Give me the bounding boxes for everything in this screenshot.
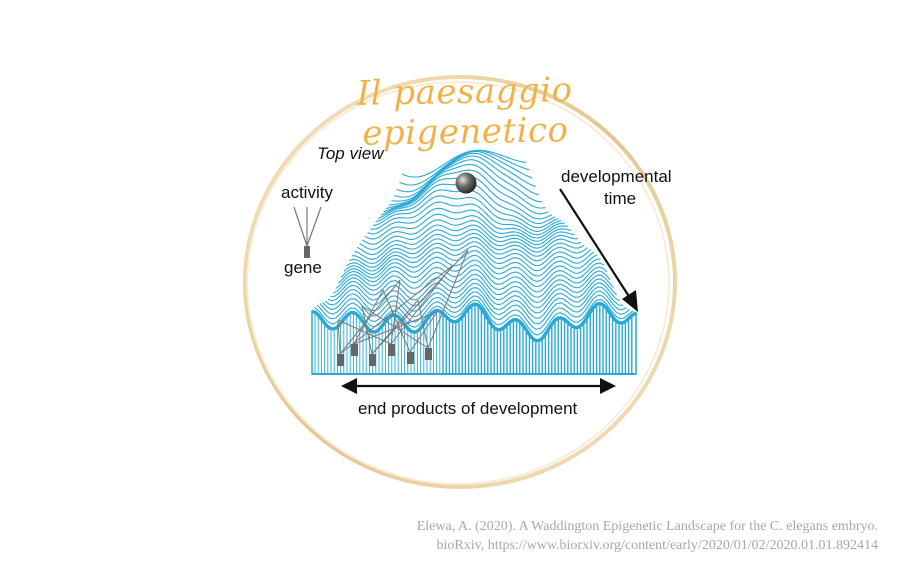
contour-line	[401, 149, 527, 178]
contour-line	[367, 207, 569, 239]
gene-string	[371, 249, 469, 355]
gene-peg	[337, 354, 344, 366]
contour-line	[396, 150, 533, 193]
contour-line	[324, 282, 621, 314]
gene-pegs	[337, 344, 432, 366]
citation-line-2: bioRxiv, https://www.biorxiv.org/content…	[436, 538, 879, 553]
contour-line	[359, 224, 578, 251]
contour-line	[335, 264, 608, 293]
decorative-ring	[243, 75, 677, 489]
contour-line	[346, 245, 595, 272]
contour-line	[362, 219, 575, 246]
contour-line	[356, 228, 582, 256]
contour-line	[314, 298, 634, 336]
end-products-label: end products of development	[358, 399, 578, 418]
contour-line	[332, 269, 611, 298]
contour-line	[322, 286, 624, 320]
gene-string	[390, 279, 401, 345]
gene-peg	[369, 354, 376, 366]
gene-string	[409, 311, 438, 353]
citation-line-1: Elewa, A. (2020). A Waddington Epigeneti…	[416, 519, 878, 534]
gene-string	[353, 289, 384, 345]
gene-label: gene	[284, 258, 322, 277]
landscape-front-slab	[311, 301, 637, 375]
gene-string	[337, 319, 392, 345]
gene-peg	[388, 344, 395, 356]
contour-line	[370, 201, 565, 236]
gene-peg	[351, 344, 358, 356]
contour-line	[383, 169, 549, 215]
citation: Elewa, A. (2020). A Waddington Epigeneti…	[417, 517, 878, 555]
gene-string	[417, 299, 429, 349]
end-products-arrow	[341, 378, 616, 394]
gene-string	[337, 319, 341, 355]
contour-line	[330, 273, 614, 304]
gene-strings	[337, 249, 469, 355]
contour-line	[391, 155, 540, 202]
cell-ball	[455, 172, 477, 194]
gene-string	[339, 279, 401, 355]
activity-label: activity	[281, 183, 333, 202]
top-view-label: Top view	[317, 144, 384, 163]
contour-line	[372, 195, 562, 232]
gene-peg	[425, 348, 432, 360]
gene-string	[361, 305, 429, 349]
contour-line	[364, 213, 572, 242]
gene-legend-icon	[293, 206, 322, 258]
contour-line	[343, 250, 598, 277]
contour-line	[327, 278, 617, 309]
contour-line	[393, 152, 536, 198]
gene-string	[382, 289, 411, 353]
developmental-time-label-line1: developmental	[561, 167, 672, 186]
contour-line	[388, 159, 543, 206]
contour-line	[354, 232, 585, 260]
contour-line	[399, 150, 530, 186]
contour-line	[351, 237, 588, 265]
gene-string	[361, 305, 373, 355]
decorative-ring-inner	[246, 81, 670, 485]
gene-string	[427, 249, 469, 349]
contour-line	[348, 241, 592, 268]
contour-line	[338, 259, 604, 288]
contour-line	[340, 254, 601, 282]
gene-peg	[407, 352, 414, 364]
developmental-time-arrow	[559, 188, 638, 312]
developmental-time-label-line2: time	[603, 189, 637, 208]
contour-line	[316, 294, 630, 330]
contour-line	[385, 163, 546, 210]
